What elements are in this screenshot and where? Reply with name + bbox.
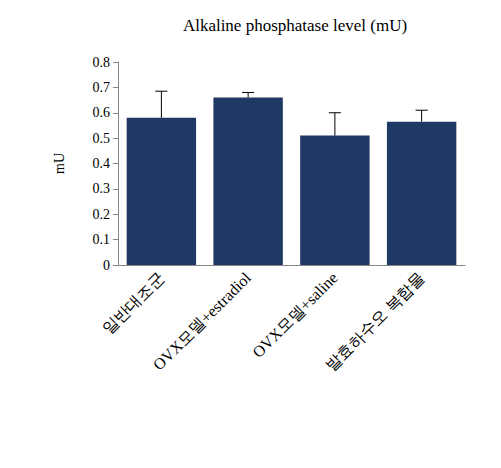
svg-text:mU: mU	[52, 153, 67, 174]
svg-text:0.8: 0.8	[93, 55, 111, 70]
svg-text:OVX모델+estradiol: OVX모델+estradiol	[150, 269, 255, 374]
svg-text:발효하수오 복합물: 발효하수오 복합물	[322, 269, 427, 374]
svg-text:0: 0	[103, 258, 110, 273]
svg-text:0.7: 0.7	[93, 80, 111, 95]
svg-text:Alkaline phosphatase level (mU: Alkaline phosphatase level (mU)	[183, 16, 407, 35]
svg-text:0.4: 0.4	[93, 156, 111, 171]
svg-text:0.5: 0.5	[93, 131, 111, 146]
svg-text:0.6: 0.6	[93, 105, 111, 120]
svg-text:0.3: 0.3	[93, 181, 111, 196]
svg-text:OVX모델+saline: OVX모델+saline	[249, 269, 341, 361]
svg-text:일반대조군: 일반대조군	[99, 269, 168, 338]
svg-text:0.2: 0.2	[93, 207, 111, 222]
svg-text:0.1: 0.1	[93, 232, 111, 247]
